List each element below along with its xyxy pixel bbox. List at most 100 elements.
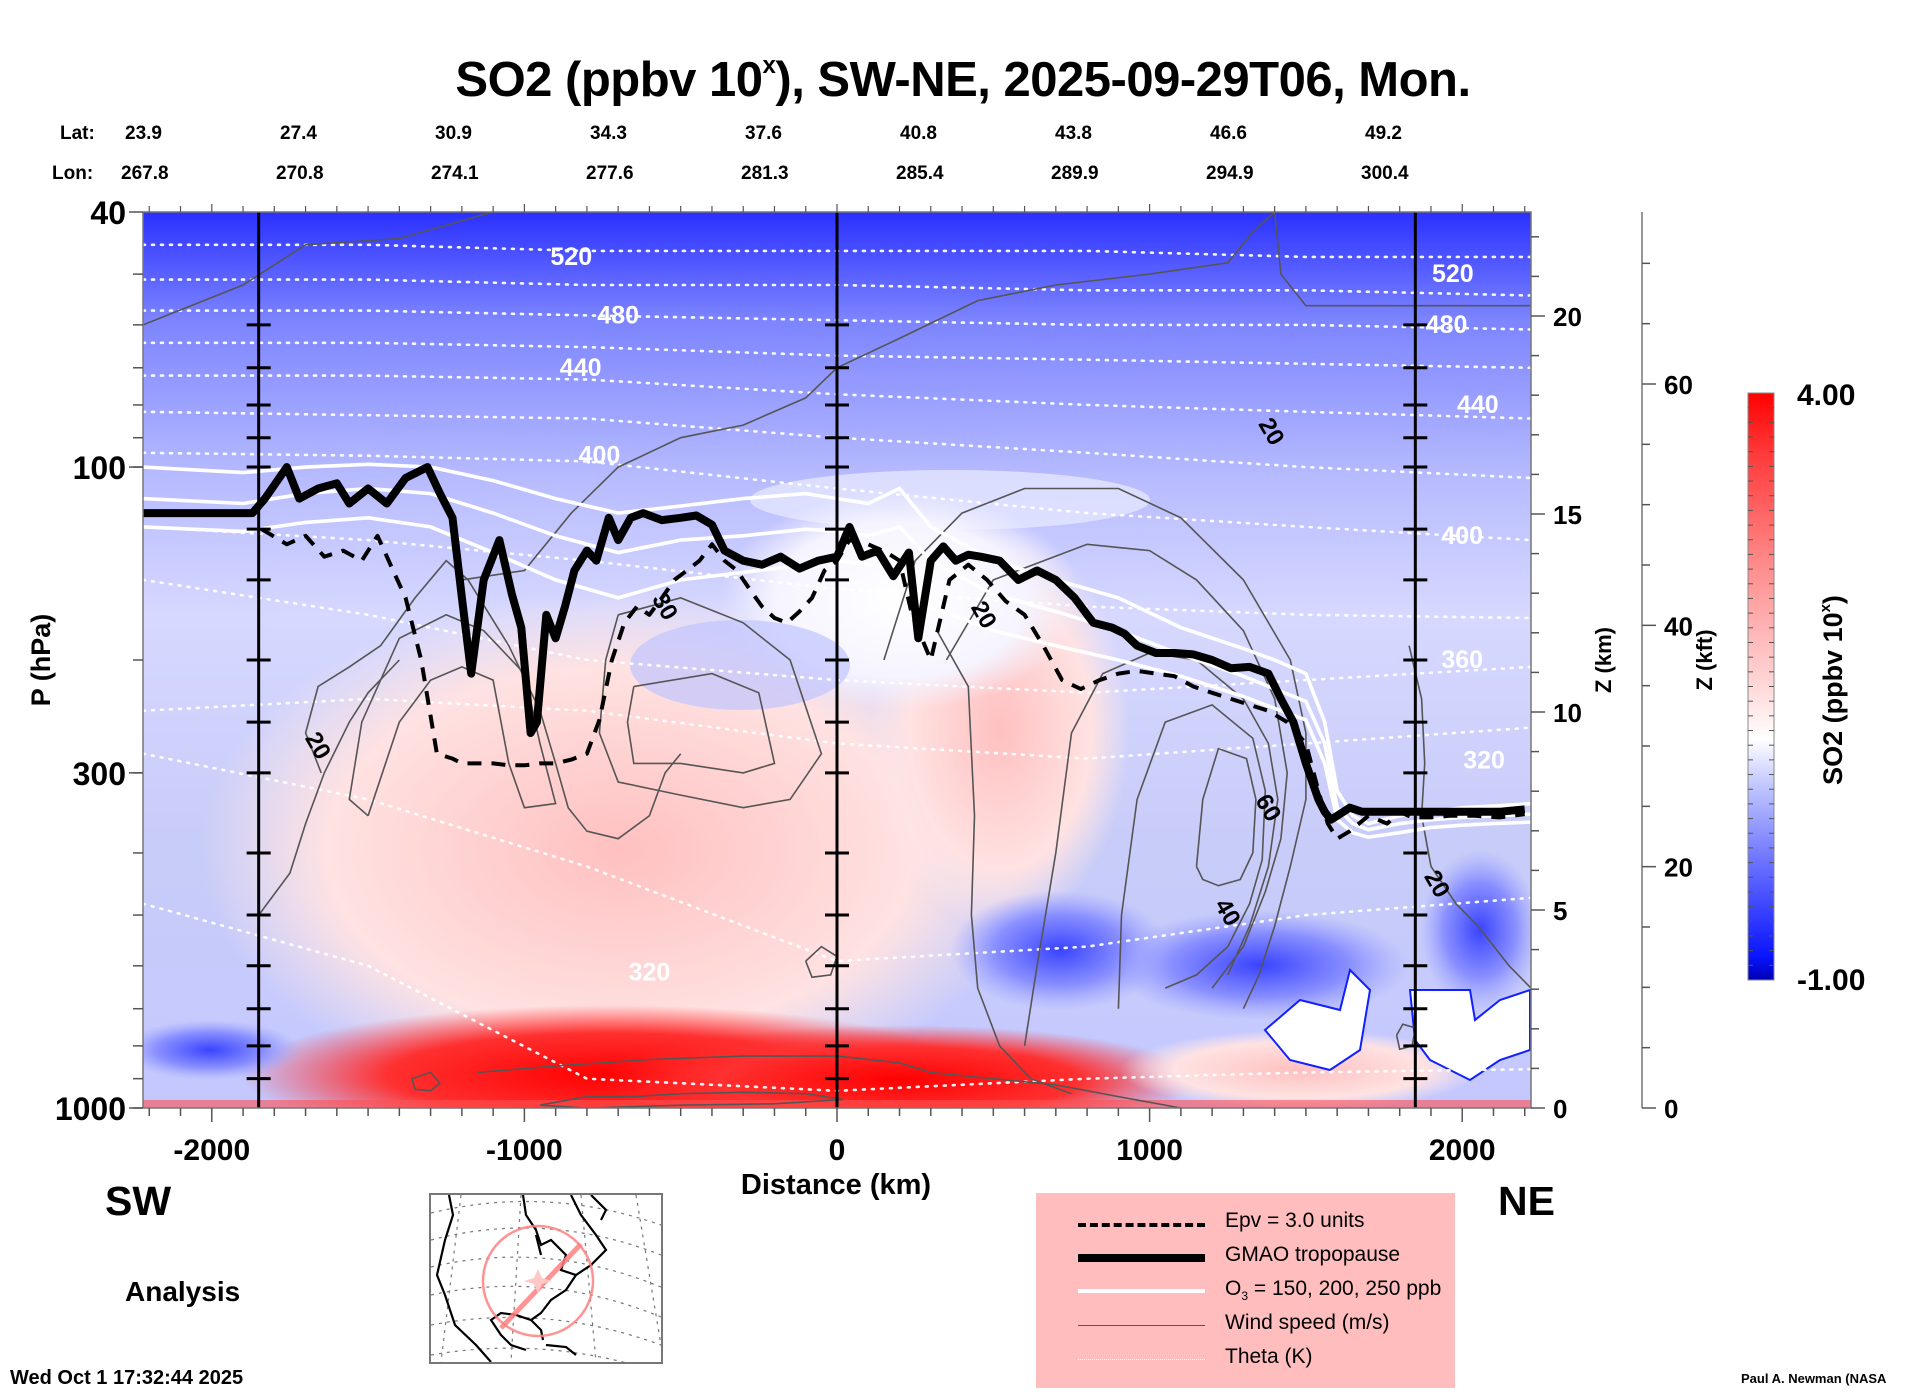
colorbar-max-label: 4.00 (1797, 379, 1855, 412)
zkm-tick-label: 15 (1553, 500, 1582, 530)
zkft-tick-label: 0 (1664, 1094, 1678, 1124)
field-red-bl-2 (600, 1025, 1200, 1108)
legend-thin-sample (1078, 1325, 1205, 1326)
theta-label: 400 (579, 442, 621, 470)
theta-label: 440 (1457, 391, 1499, 419)
field-blue-low-1 (950, 890, 1170, 1010)
legend-item-epv: Epv = 3.0 units (1036, 1207, 1455, 1241)
lon-value: 285.4 (896, 163, 944, 184)
tropopause-line (143, 463, 1526, 824)
contour-overlays (143, 212, 1531, 1108)
lat-value: 40.8 (900, 123, 937, 144)
legend-item-wind: Wind speed (m/s) (1036, 1309, 1455, 1343)
zkft-tick-label: 40 (1664, 611, 1693, 641)
lat-value: 27.4 (280, 123, 317, 144)
legend-item-o3: O3 = 150, 200, 250 ppb (1036, 1275, 1455, 1309)
legend-label-epv: Epv = 3.0 units (1225, 1209, 1365, 1232)
map-graticule (430, 1194, 662, 1374)
legend-item-tropopause: GMAO tropopause (1036, 1241, 1455, 1275)
map-range-circle (481, 1224, 595, 1338)
colorbar-min-label: -1.00 (1797, 964, 1865, 997)
theta-label: 360 (1441, 646, 1483, 674)
colorbar: 4.00 -1.00 SO2 (ppbv 10x) (1747, 379, 1865, 997)
lat-value: 30.9 (435, 123, 472, 144)
z-km-axis-title: Z (km) (1591, 627, 1616, 693)
map-center-star (524, 1269, 552, 1293)
map-coastlines (435, 1194, 608, 1363)
lat-value: 37.6 (745, 123, 782, 144)
field-blue-low-sw (143, 1020, 300, 1080)
y-axis-title: P (hPa) (26, 614, 56, 707)
legend-dotted-sample (1078, 1359, 1205, 1360)
zkm-tick-label: 10 (1553, 698, 1582, 728)
x-tick-label: -1000 (486, 1134, 563, 1167)
wind-20-ne-right (1408, 645, 1531, 989)
lon-value: 267.8 (121, 163, 169, 184)
theta-line-380 (143, 525, 1531, 620)
wind-50-ne-jet (1117, 703, 1267, 1009)
x-tick-label: 0 (829, 1134, 846, 1167)
wind-ring-small-2 (1395, 1023, 1417, 1051)
field-masked-1 (1263, 968, 1372, 1072)
theta-label: 400 (1441, 522, 1483, 550)
wind-40-ring (348, 613, 557, 817)
wind-40-ring-ne (626, 672, 776, 774)
wind-20-sw (143, 212, 494, 326)
legend-label-theta: Theta (K) (1225, 1345, 1313, 1368)
field-blue-patch (630, 620, 850, 710)
colorbar-title: SO2 (ppbv 10x) (1817, 595, 1848, 785)
z-kft-axis-title: Z (kft) (1692, 629, 1717, 690)
theta-line-320 (143, 752, 1531, 963)
colorbar-ticks (1748, 407, 1774, 966)
wind-60-ne-jet (1195, 747, 1257, 887)
axes: -2000 -1000 0 1000 2000 40 100 300 1000 0 5 10 15 20 0… (55, 195, 1693, 1167)
legend: Epv = 3.0 units GMAO tropopause O3 = 150… (1036, 1193, 1455, 1388)
lon-value: 289.9 (1051, 163, 1099, 184)
inset-map-svg (430, 1194, 662, 1374)
theta-label: 480 (1426, 311, 1468, 339)
y-tick-label: 300 (73, 756, 126, 792)
theta-label: 440 (560, 354, 602, 382)
theta-label: 320 (1463, 747, 1505, 775)
lon-value: 274.1 (431, 163, 479, 184)
map-track (481, 1224, 595, 1338)
wind-30-ring-mid (304, 559, 682, 840)
theta-label: 520 (1432, 260, 1474, 288)
field-masked-2 (1408, 988, 1531, 1082)
theta-line-340 (143, 697, 1531, 760)
lon-value: 281.3 (741, 163, 789, 184)
zkft-tick-label: 60 (1664, 370, 1693, 400)
theta-label: 520 (550, 243, 592, 271)
wind-20-ne-jet-outer (883, 487, 1307, 1010)
zkm-tick-label: 20 (1553, 302, 1582, 332)
wind-ring-sfc (539, 1091, 844, 1108)
inset-map (429, 1193, 663, 1374)
lon-value: 300.4 (1361, 163, 1409, 184)
y-tick-label: 100 (73, 450, 126, 486)
y-tick-label: 1000 (55, 1091, 126, 1127)
legend-label-wind: Wind speed (m/s) (1225, 1311, 1390, 1334)
field-blue-low-2 (1110, 910, 1410, 1020)
wind-20-sw-low (258, 659, 400, 916)
theta-label: 320 (629, 959, 671, 987)
chart-title: SO2 (ppbv 10x), SW-NE, 2025-09-29T06, Mo… (455, 51, 1471, 107)
lat-value: 23.9 (125, 123, 162, 144)
timestamp: Wed Oct 1 17:32:44 2025 (10, 1367, 244, 1389)
credit: Paul A. Newman (NASA (1741, 1371, 1887, 1386)
wind-20-inner (936, 630, 1072, 1095)
legend-label-o3: O3 = 150, 200, 250 ppb (1225, 1277, 1442, 1304)
x-axis-title: Distance (km) (741, 1169, 931, 1201)
lon-row-label: Lon: (52, 163, 94, 184)
lon-value: 270.8 (276, 163, 324, 184)
wind-20-ne-upper (1273, 212, 1531, 307)
legend-dash-sample (1078, 1223, 1205, 1227)
legend-white-sample (1078, 1289, 1205, 1293)
lat-value: 34.3 (590, 123, 627, 144)
zkm-tick-label: 0 (1553, 1094, 1567, 1124)
sw-label: SW (105, 1178, 172, 1224)
lat-value: 49.2 (1365, 123, 1402, 144)
y-tick-label: 40 (90, 195, 126, 231)
lat-value: 43.8 (1055, 123, 1092, 144)
legend-item-theta: Theta (K) (1036, 1343, 1455, 1377)
